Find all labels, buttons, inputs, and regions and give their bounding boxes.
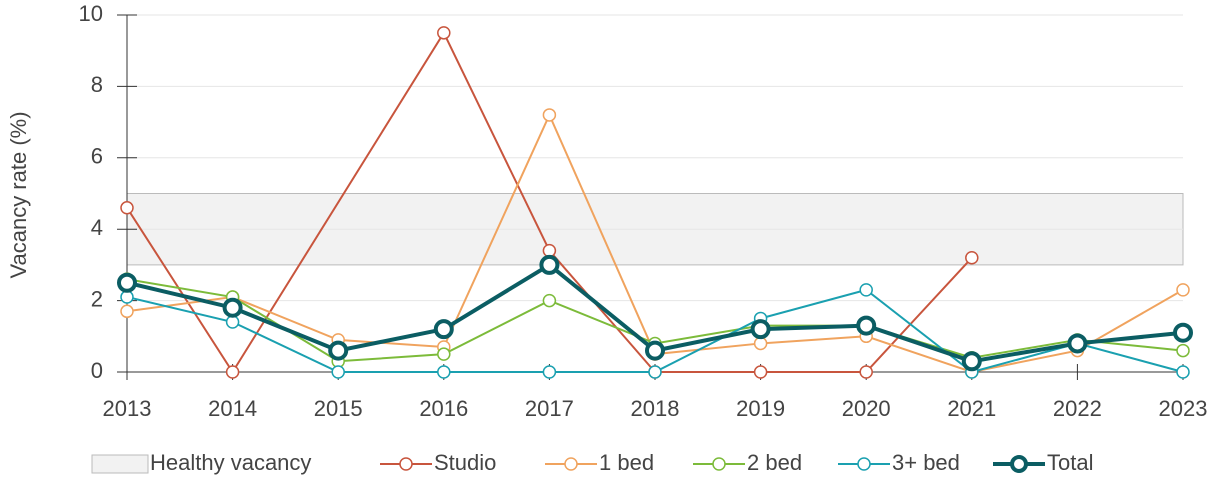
x-tick-label: 2021: [947, 396, 996, 421]
x-tick-label: 2018: [631, 396, 680, 421]
y-tick-label: 8: [91, 72, 103, 97]
point: [542, 108, 557, 122]
point: [859, 283, 873, 297]
point: [753, 336, 768, 351]
point: [437, 365, 451, 379]
legend-marker: [857, 457, 871, 471]
point: [542, 365, 557, 379]
point: [961, 351, 982, 372]
y-axis-label: Vacancy rate (%): [6, 111, 31, 278]
x-tick-label: 2020: [842, 396, 891, 421]
point: [120, 290, 134, 304]
point: [1176, 283, 1190, 297]
y-tick-label: 6: [91, 144, 103, 169]
x-tick-label: 2014: [208, 396, 257, 421]
x-tick-label: 2023: [1159, 396, 1208, 421]
series-line: [126, 30, 973, 374]
legend-marker: [564, 457, 578, 471]
point: [120, 304, 134, 319]
legend-label: Studio: [434, 450, 496, 475]
point: [965, 251, 979, 265]
legend-label: 3+ bed: [892, 450, 960, 475]
point: [225, 365, 240, 379]
x-tick-label: 2022: [1053, 396, 1102, 421]
point: [1176, 365, 1190, 379]
legend-marker: [1010, 455, 1028, 473]
point: [120, 201, 134, 215]
y-tick-label: 2: [91, 286, 103, 311]
point: [328, 340, 349, 361]
point: [117, 272, 137, 293]
point: [1173, 322, 1193, 343]
point: [539, 254, 560, 275]
legend-swatch: [91, 454, 149, 474]
x-tick-label: 2019: [736, 396, 785, 421]
legend-label: 1 bed: [599, 450, 654, 475]
point: [437, 347, 451, 361]
legend-label: 2 bed: [747, 450, 802, 475]
point: [648, 365, 662, 379]
point: [645, 340, 665, 361]
point: [753, 365, 768, 379]
x-tick-label: 2016: [419, 396, 468, 421]
legend-marker: [399, 457, 413, 471]
point: [856, 315, 877, 336]
point: [542, 243, 557, 258]
legend-label: Total: [1047, 450, 1093, 475]
point: [433, 319, 454, 340]
point: [222, 297, 243, 318]
point: [331, 365, 345, 379]
y-tick-label: 4: [91, 215, 103, 240]
y-tick-label: 10: [79, 1, 103, 26]
point: [225, 315, 240, 329]
x-tick-label: 2017: [525, 396, 574, 421]
y-tick-label: 0: [91, 358, 103, 383]
x-tick-label: 2015: [314, 396, 363, 421]
legend-marker: [712, 457, 726, 471]
point: [437, 26, 451, 40]
point: [1067, 333, 1088, 354]
point: [750, 319, 771, 340]
x-tick-label: 2013: [103, 396, 152, 421]
point: [859, 365, 873, 379]
legend-label: Healthy vacancy: [150, 450, 311, 475]
point: [1176, 343, 1190, 358]
point: [542, 293, 557, 308]
